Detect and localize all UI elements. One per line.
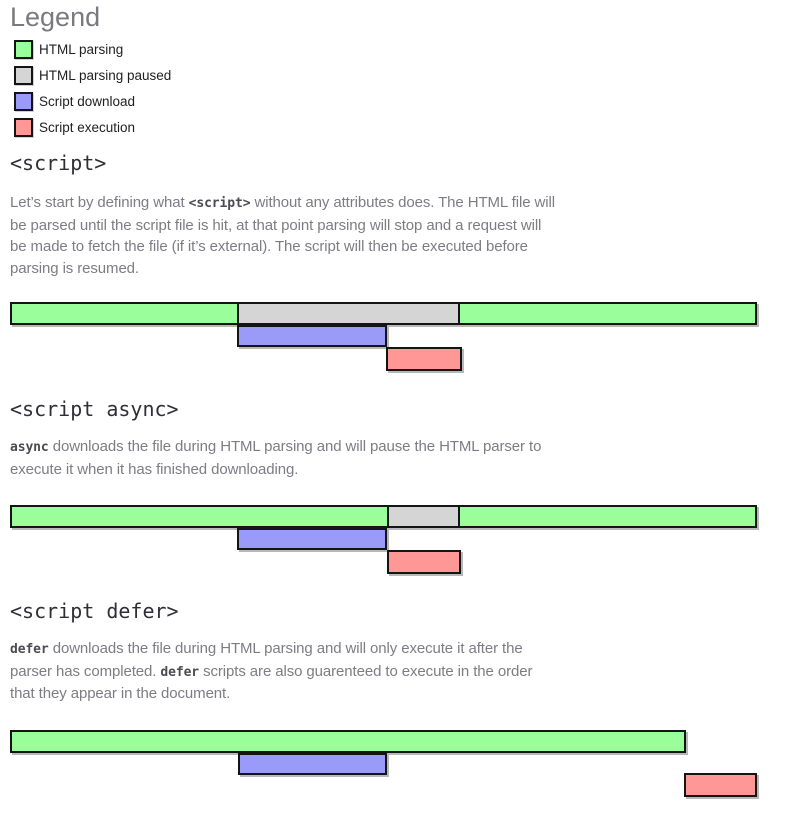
legend-item-parsing: HTML parsing [14,36,171,62]
legend-item-label: Script execution [39,119,136,135]
execution-bar [386,347,462,371]
legend-title: Legend [10,2,101,32]
paragraph-text: without any attributes does. The HTML fi… [10,194,555,277]
section-paragraph-script: Let’s start by defining what <script> wi… [10,192,558,279]
paragraph-text: scripts are also guarenteed to execute i… [10,662,533,703]
parsing-bar [10,302,757,325]
legend-item-label: HTML parsing [39,41,124,57]
section-heading-script-defer: <script defer> [10,599,179,623]
timeline-script [0,302,801,372]
paragraph-text: Let’s start by defining what [10,194,189,211]
section-paragraph-script-defer: defer downloads the file during HTML par… [10,638,558,705]
paragraph-text: downloads the file during HTML parsing a… [10,438,542,478]
parsing-bar [10,730,686,753]
legend-item-label: Script download [39,93,136,109]
paused-bar-segment [387,507,460,526]
inline-code: <script> [188,196,251,211]
timeline-script-async [0,505,801,575]
legend-item-execution: Script execution [14,114,171,140]
download-bar [237,325,387,347]
inline-code: async [10,440,49,455]
paused-bar-segment [237,304,460,323]
inline-code: defer [10,642,49,657]
paused-swatch-icon [14,65,33,85]
parsing-bar [10,505,757,528]
inline-code: defer [160,664,200,680]
section-heading-script-async: <script async> [10,397,179,421]
section-paragraph-script-async: async downloads the file during HTML par… [10,436,558,480]
paragraph-text: downloads the file during HTML parsing a… [10,640,523,680]
timeline-script-defer [0,730,801,800]
download-swatch-icon [14,91,33,111]
download-bar [237,528,387,550]
legend-item-label: HTML parsing paused [39,67,172,83]
download-bar [238,753,387,775]
legend-item-paused: HTML parsing paused [14,62,171,88]
parsing-swatch-icon [14,39,33,59]
legend-list: HTML parsing HTML parsing paused Script do… [14,36,171,140]
execution-swatch-icon [14,117,33,137]
section-heading-script: <script> [10,151,107,175]
execution-bar [387,550,461,574]
execution-bar [684,773,757,797]
legend-item-download: Script download [14,88,171,114]
